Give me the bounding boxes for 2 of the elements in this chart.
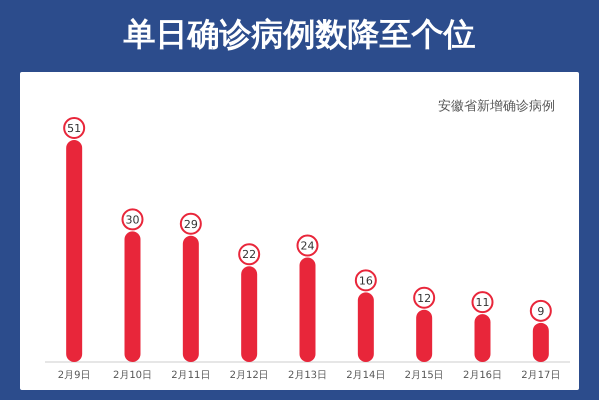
subtitle: 安徽省新增确诊病例: [438, 99, 555, 114]
title: 单日确诊病例数降至个位: [124, 15, 476, 53]
